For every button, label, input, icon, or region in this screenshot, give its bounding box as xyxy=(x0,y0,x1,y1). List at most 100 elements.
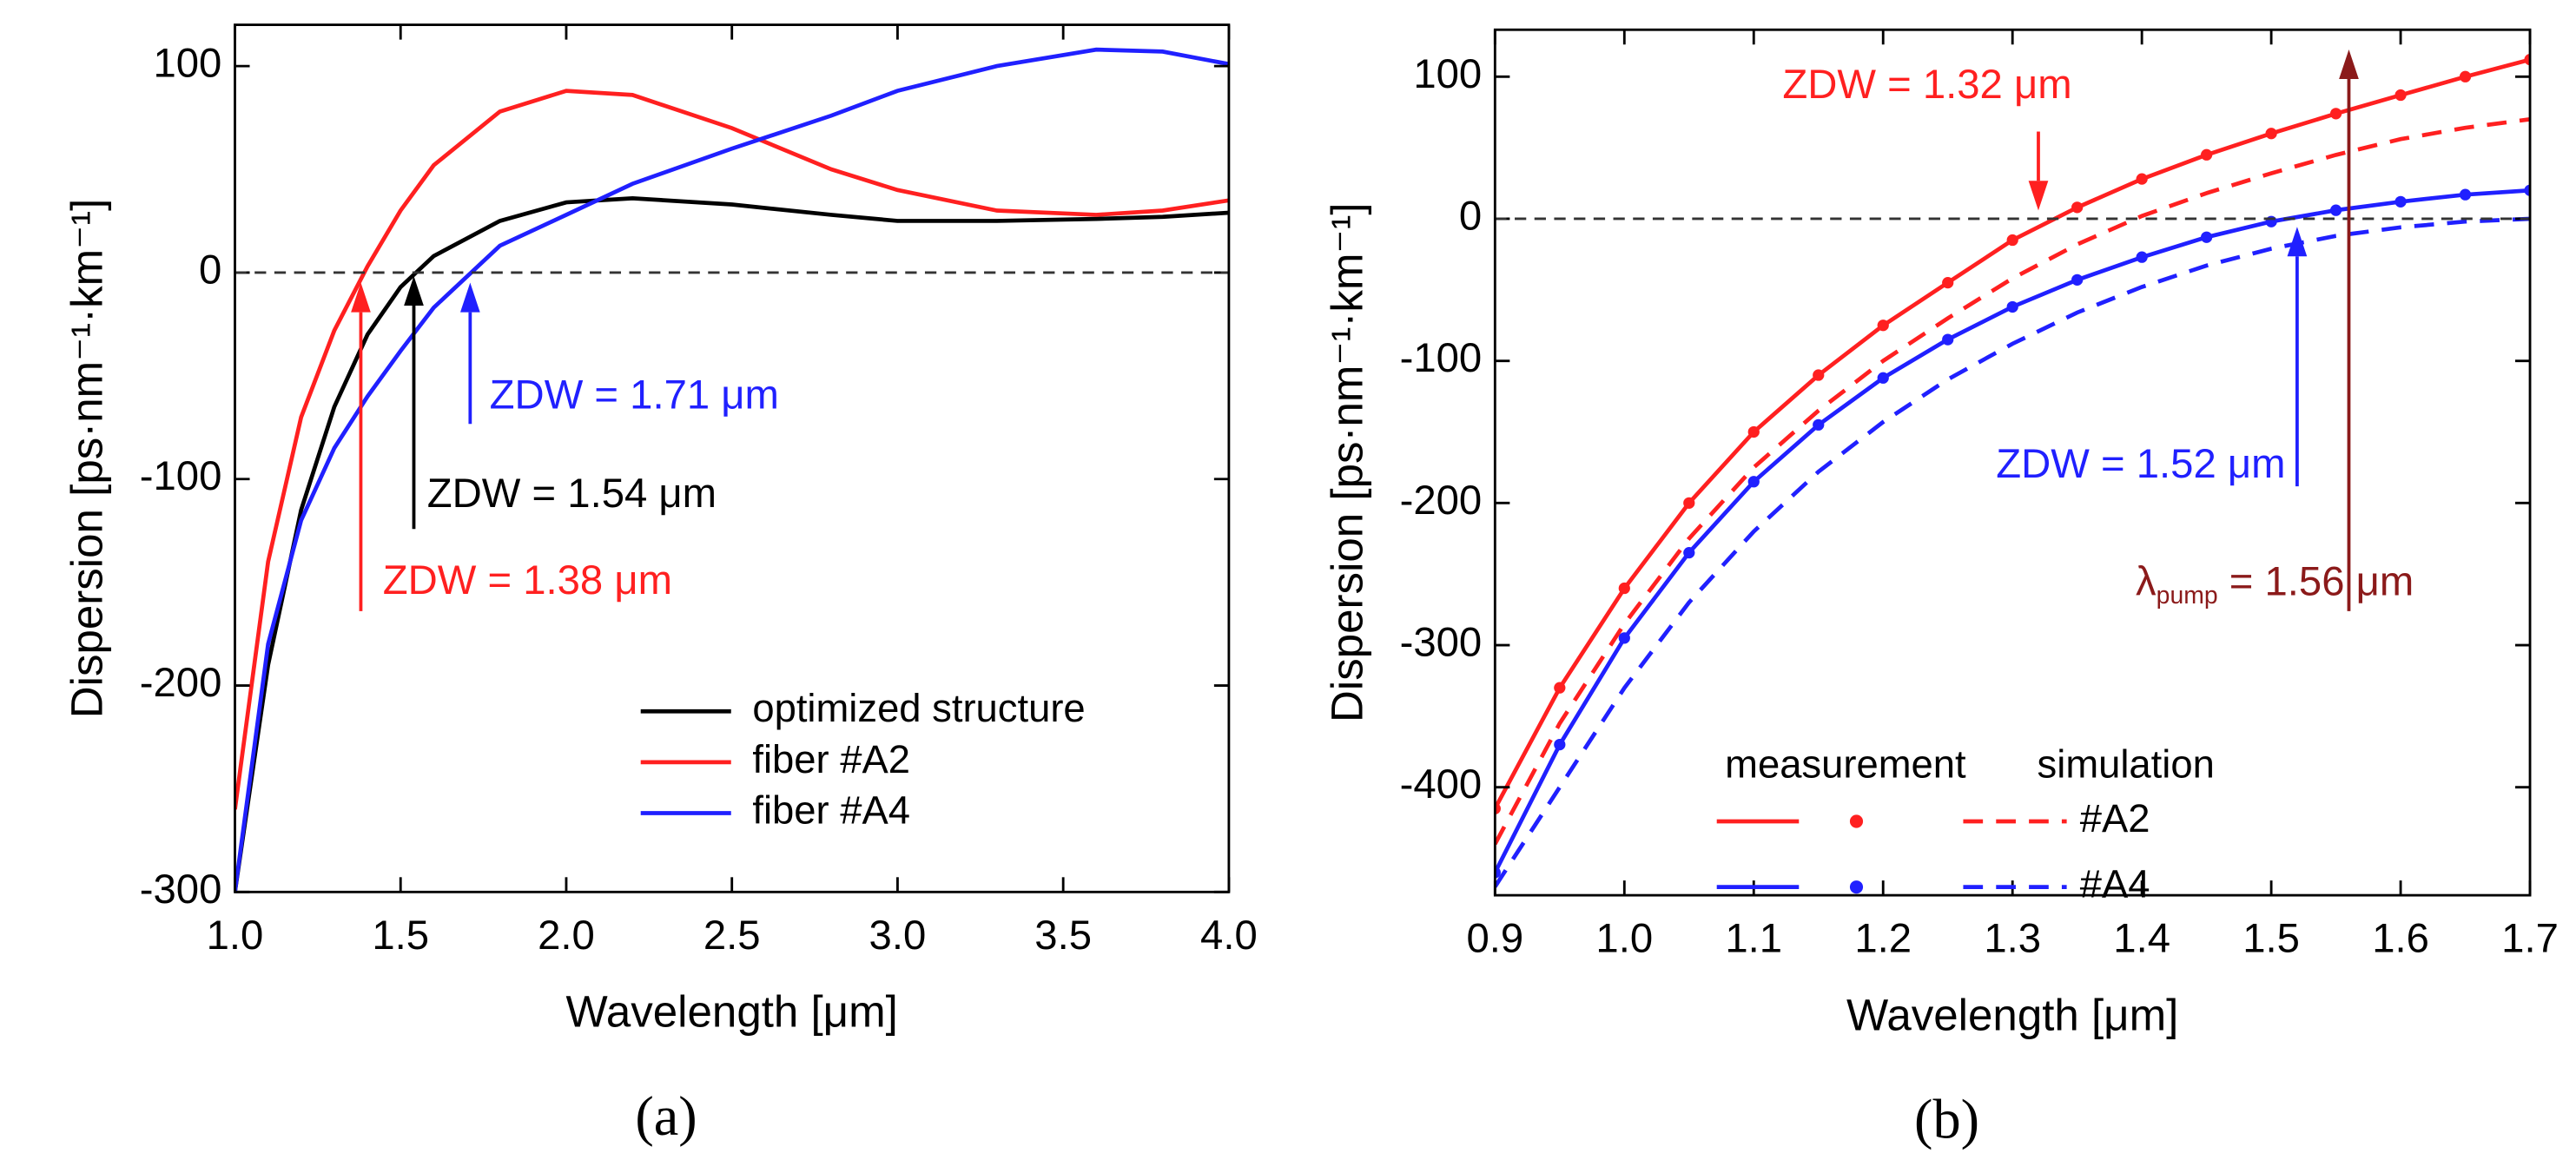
y-tick-label: 100 xyxy=(1413,51,1482,97)
annotation-sub: pump xyxy=(2157,581,2218,609)
x-tick-label: 4.0 xyxy=(1200,913,1258,959)
y-tick-label: -200 xyxy=(140,660,222,706)
marker xyxy=(1554,682,1566,694)
x-tick-label: 1.3 xyxy=(1984,916,2041,962)
marker xyxy=(2265,128,2277,140)
marker xyxy=(1747,425,1760,438)
series-line xyxy=(234,47,1229,893)
marker xyxy=(2459,188,2472,201)
panel-label: (b) xyxy=(1914,1089,1979,1150)
y-tick-label: 0 xyxy=(199,247,221,293)
marker xyxy=(2329,204,2342,216)
y-tick-label: -300 xyxy=(1400,620,1483,666)
y-tick-label: -200 xyxy=(1400,478,1483,524)
x-tick-label: 1.5 xyxy=(372,913,429,959)
legend-label: fiber #A4 xyxy=(752,788,910,833)
x-tick-label: 1.6 xyxy=(2372,916,2429,962)
legend-header: measurement xyxy=(1725,742,1966,787)
annotation-text: λ xyxy=(2136,559,2157,605)
marker xyxy=(1813,369,1825,381)
annotation-arrow-head xyxy=(351,282,371,313)
marker xyxy=(2071,201,2084,214)
annotation: ZDW = 1.52 μm xyxy=(1996,441,2285,487)
series-line xyxy=(1495,216,2531,888)
y-axis-label: Dispersion [ps·nm⁻¹·km⁻¹] xyxy=(1322,202,1371,722)
marker xyxy=(1554,738,1566,751)
marker xyxy=(2329,108,2342,120)
marker xyxy=(2524,184,2531,196)
series-line xyxy=(1495,188,2531,874)
x-tick-label: 3.5 xyxy=(1034,913,1092,959)
y-tick-label: 100 xyxy=(153,41,221,87)
marker xyxy=(1495,802,1501,814)
x-tick-label: 1.2 xyxy=(1854,916,1912,962)
legend-marker xyxy=(1849,880,1864,894)
legend-label: optimized structure xyxy=(752,686,1085,730)
annotation-arrow-head xyxy=(404,275,424,306)
marker xyxy=(1813,418,1825,431)
annotation: ZDW = 1.32 μm xyxy=(1782,62,2071,108)
plot-frame xyxy=(234,23,1231,893)
x-tick-label: 1.1 xyxy=(1725,916,1782,962)
marker xyxy=(1747,476,1760,488)
legend-marker xyxy=(1849,814,1864,828)
y-tick-label: -100 xyxy=(1400,335,1483,381)
marker xyxy=(1618,632,1630,644)
y-tick-label: -100 xyxy=(140,453,222,499)
legend-header: simulation xyxy=(2038,742,2215,787)
marker xyxy=(2201,231,2213,243)
series-line xyxy=(234,195,1229,893)
marker xyxy=(1618,582,1630,595)
y-tick-label: -400 xyxy=(1400,761,1483,807)
x-tick-label: 2.5 xyxy=(703,913,761,959)
annotation: ZDW = 1.54 μm xyxy=(427,471,717,517)
annotation: ZDW = 1.71 μm xyxy=(490,372,779,418)
x-tick-label: 3.0 xyxy=(869,913,927,959)
panel-label: (a) xyxy=(635,1085,697,1147)
plot-frame xyxy=(1493,28,2532,897)
annotation-arrow-head xyxy=(2287,227,2308,257)
plot-area xyxy=(234,47,1229,893)
annotation-arrow-head xyxy=(459,282,480,313)
marker xyxy=(2071,273,2084,286)
marker xyxy=(2006,234,2018,247)
y-tick-label: 0 xyxy=(1459,193,1482,239)
marker xyxy=(2394,195,2407,208)
marker xyxy=(2006,300,2018,313)
x-tick-label: 2.0 xyxy=(538,913,595,959)
x-axis-label: Wavelength [μm] xyxy=(566,987,898,1037)
annotation-rest: = 1.56 μm xyxy=(2218,559,2414,605)
marker xyxy=(2459,70,2472,82)
legend-label: fiber #A2 xyxy=(752,737,910,781)
x-tick-label: 1.0 xyxy=(207,913,264,959)
annotation-arrow-head xyxy=(2339,49,2359,80)
x-axis-label: Wavelength [μm] xyxy=(1846,990,2178,1039)
x-tick-label: 1.7 xyxy=(2501,916,2559,962)
annotation-arrow-head xyxy=(2028,181,2049,211)
annotation: λpump = 1.56 μm xyxy=(2136,559,2414,609)
marker xyxy=(1942,333,1954,346)
legend-label: #A2 xyxy=(2080,796,2150,840)
marker xyxy=(2394,89,2407,102)
plot-area xyxy=(1495,54,2531,888)
marker xyxy=(1877,372,1889,384)
x-tick-label: 1.4 xyxy=(2113,916,2170,962)
y-axis-label: Dispersion [ps·nm⁻¹·km⁻¹] xyxy=(63,199,112,719)
y-tick-label: -300 xyxy=(140,867,222,913)
x-tick-label: 1.5 xyxy=(2242,916,2300,962)
marker xyxy=(1942,276,1954,289)
marker xyxy=(2136,173,2148,185)
annotation: ZDW = 1.38 μm xyxy=(383,557,672,603)
marker xyxy=(1877,320,1889,332)
marker xyxy=(2524,54,2531,66)
marker xyxy=(1683,497,1695,509)
marker xyxy=(2136,251,2148,263)
marker xyxy=(2201,148,2213,161)
marker xyxy=(1683,547,1695,559)
marker xyxy=(1495,867,1501,879)
series-line xyxy=(1495,57,2531,810)
series-line xyxy=(234,89,1229,810)
x-tick-label: 1.0 xyxy=(1595,916,1653,962)
x-tick-label: 0.9 xyxy=(1466,916,1523,962)
